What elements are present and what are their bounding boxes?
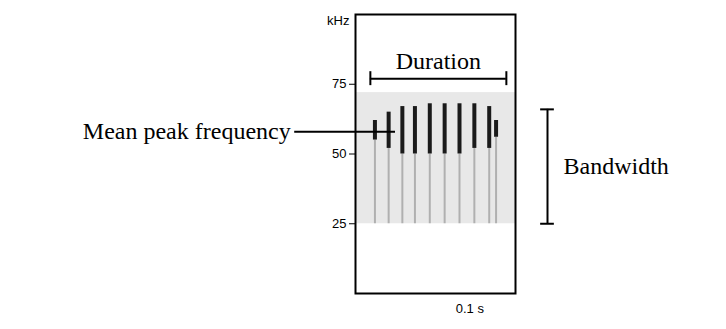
svg-text:Mean peak frequency: Mean peak frequency [83, 118, 291, 144]
svg-text:50: 50 [332, 146, 346, 161]
svg-text:25: 25 [332, 216, 346, 231]
svg-text:75: 75 [332, 76, 346, 91]
svg-text:Bandwidth: Bandwidth [564, 153, 669, 179]
svg-text:kHz: kHz [327, 13, 349, 28]
svg-text:Duration: Duration [396, 48, 481, 74]
svg-text:0.1 s: 0.1 s [456, 301, 485, 316]
